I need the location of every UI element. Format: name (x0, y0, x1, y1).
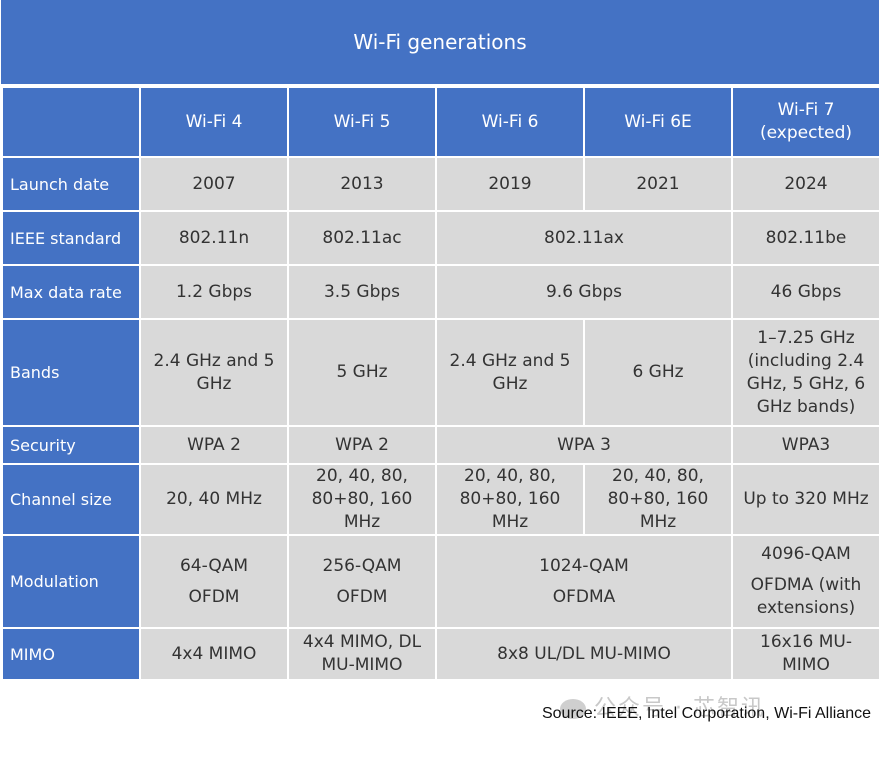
cell: 802.11be (731, 210, 880, 266)
cell: Up to 320 MHz (731, 463, 880, 536)
col-header-wifi4: Wi-Fi 4 (139, 86, 289, 158)
wifi-generations-table-container: Wi-Fi generations Wi-Fi 4 Wi-Fi 5 Wi-Fi … (1, 0, 880, 681)
col-header-wifi7-label: Wi-Fi 7 (777, 100, 835, 120)
cell: 4096-QAM OFDMA (with extensions) (731, 534, 880, 629)
table-row: Security WPA 2 WPA 2 WPA 3 WPA3 (1, 425, 880, 465)
cell: WPA 2 (287, 425, 437, 465)
cell: 8x8 UL/DL MU-MIMO (435, 627, 733, 681)
modulation-method: OFDM (336, 586, 388, 607)
cell: 2021 (583, 156, 733, 212)
cell: 1.2 Gbps (139, 264, 289, 320)
cell: 802.11n (139, 210, 289, 266)
cell: 2007 (139, 156, 289, 212)
cell: WPA 2 (139, 425, 289, 465)
wifi-generations-table: Wi-Fi 4 Wi-Fi 5 Wi-Fi 6 Wi-Fi 6E Wi-Fi 7… (1, 86, 880, 681)
cell: 2019 (435, 156, 585, 212)
cell: 64-QAM OFDM (139, 534, 289, 629)
source-note: Source: IEEE, Intel Corporation, Wi-Fi A… (541, 705, 871, 722)
modulation-method: OFDMA (with extensions) (750, 575, 862, 618)
modulation-scheme: 1024-QAM (539, 555, 629, 576)
cell: 4x4 MIMO, DL MU-MIMO (287, 627, 437, 681)
cell: 802.11ac (287, 210, 437, 266)
cell: 3.5 Gbps (287, 264, 437, 320)
cell: WPA3 (731, 425, 880, 465)
cell: 20, 40, 80, 80+80, 160 MHz (583, 463, 733, 536)
header-corner-cell (1, 86, 141, 158)
col-header-wifi6e: Wi-Fi 6E (583, 86, 733, 158)
row-label-bands: Bands (1, 318, 141, 427)
row-label-security: Security (1, 425, 141, 465)
table-row: Bands 2.4 GHz and 5 GHz 5 GHz 2.4 GHz an… (1, 318, 880, 427)
cell: 2.4 GHz and 5 GHz (139, 318, 289, 427)
cell: 1–7.25 GHz (including 2.4 GHz, 5 GHz, 6 … (731, 318, 880, 427)
row-label-ieee: IEEE standard (1, 210, 141, 266)
modulation-method: OFDMA (552, 586, 616, 607)
modulation-scheme: 64-QAM (179, 555, 249, 576)
row-label-mimo: MIMO (1, 627, 141, 681)
col-header-wifi5: Wi-Fi 5 (287, 86, 437, 158)
modulation-method: OFDM (188, 586, 240, 607)
watermark: 公众号 · 芯智讯 (560, 690, 765, 722)
header-row: Wi-Fi 4 Wi-Fi 5 Wi-Fi 6 Wi-Fi 6E Wi-Fi 7… (1, 86, 880, 158)
table-row: Launch date 2007 2013 2019 2021 2024 (1, 156, 880, 212)
cell: 9.6 Gbps (435, 264, 733, 320)
table-row: Max data rate 1.2 Gbps 3.5 Gbps 9.6 Gbps… (1, 264, 880, 320)
table-row: IEEE standard 802.11n 802.11ac 802.11ax … (1, 210, 880, 266)
modulation-scheme: 4096-QAM (761, 544, 851, 564)
cell: 2013 (287, 156, 437, 212)
table-row: Modulation 64-QAM OFDM 256-QAM OFDM 1024… (1, 534, 880, 629)
cell: 2024 (731, 156, 880, 212)
row-label-modulation: Modulation (1, 534, 141, 629)
row-label-channel: Channel size (1, 463, 141, 536)
wechat-icon (560, 699, 586, 719)
col-header-wifi7-sub: (expected) (760, 123, 852, 143)
table-row: MIMO 4x4 MIMO 4x4 MIMO, DL MU-MIMO 8x8 U… (1, 627, 880, 681)
row-label-launch: Launch date (1, 156, 141, 212)
col-header-wifi6: Wi-Fi 6 (435, 86, 585, 158)
cell: 802.11ax (435, 210, 733, 266)
cell: 20, 40 MHz (139, 463, 289, 536)
cell: 2.4 GHz and 5 GHz (435, 318, 585, 427)
cell: WPA 3 (435, 425, 733, 465)
table-title: Wi-Fi generations (1, 0, 879, 86)
modulation-scheme: 256-QAM (322, 555, 402, 576)
cell: 256-QAM OFDM (287, 534, 437, 629)
cell: 20, 40, 80, 80+80, 160 MHz (287, 463, 437, 536)
col-header-wifi7: Wi-Fi 7 (expected) (731, 86, 880, 158)
row-label-rate: Max data rate (1, 264, 141, 320)
cell: 1024-QAM OFDMA (435, 534, 733, 629)
cell: 5 GHz (287, 318, 437, 427)
cell: 16x16 MU-MIMO (731, 627, 880, 681)
cell: 6 GHz (583, 318, 733, 427)
cell: 46 Gbps (731, 264, 880, 320)
cell: 20, 40, 80, 80+80, 160 MHz (435, 463, 585, 536)
table-row: Channel size 20, 40 MHz 20, 40, 80, 80+8… (1, 463, 880, 536)
cell: 4x4 MIMO (139, 627, 289, 681)
watermark-text: 公众号 · 芯智讯 (594, 696, 765, 721)
